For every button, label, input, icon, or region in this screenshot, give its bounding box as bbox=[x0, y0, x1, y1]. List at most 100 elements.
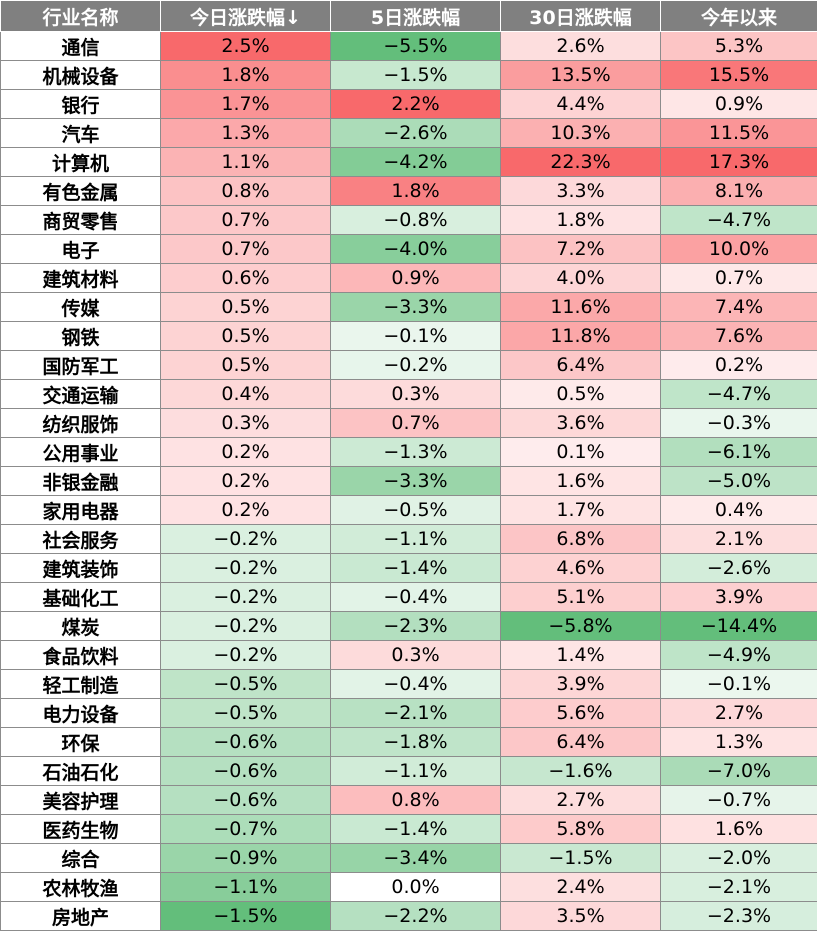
cell-ytd-change: 15.5% bbox=[661, 61, 817, 90]
cell-industry: 美容护理 bbox=[1, 786, 161, 815]
cell-industry: 通信 bbox=[1, 32, 161, 61]
cell-5day-change: −0.1% bbox=[331, 322, 501, 351]
cell-industry: 医药生物 bbox=[1, 815, 161, 844]
cell-ytd-change: −2.3% bbox=[661, 902, 817, 931]
cell-ytd-change: 0.2% bbox=[661, 351, 817, 380]
cell-industry: 非银金融 bbox=[1, 467, 161, 496]
cell-industry: 石油石化 bbox=[1, 757, 161, 786]
cell-ytd-change: 7.4% bbox=[661, 293, 817, 322]
header-5day-change[interactable]: 5日涨跌幅 bbox=[331, 1, 501, 32]
table-row: 综合−0.9%−3.4%−1.5%−2.0% bbox=[1, 844, 817, 873]
cell-30day-change: 3.3% bbox=[501, 177, 661, 206]
cell-industry: 环保 bbox=[1, 728, 161, 757]
header-today-change[interactable]: 今日涨跌幅↓ bbox=[161, 1, 331, 32]
cell-industry: 煤炭 bbox=[1, 612, 161, 641]
cell-30day-change: 22.3% bbox=[501, 148, 661, 177]
cell-5day-change: −1.5% bbox=[331, 61, 501, 90]
table-row: 医药生物−0.7%−1.4%5.8%1.6% bbox=[1, 815, 817, 844]
cell-ytd-change: 11.5% bbox=[661, 119, 817, 148]
table-row: 电力设备−0.5%−2.1%5.6%2.7% bbox=[1, 699, 817, 728]
table-row: 基础化工−0.2%−0.4%5.1%3.9% bbox=[1, 583, 817, 612]
cell-industry: 有色金属 bbox=[1, 177, 161, 206]
cell-ytd-change: −14.4% bbox=[661, 612, 817, 641]
cell-30day-change: 6.8% bbox=[501, 525, 661, 554]
cell-30day-change: 5.1% bbox=[501, 583, 661, 612]
cell-5day-change: −1.1% bbox=[331, 757, 501, 786]
cell-ytd-change: −2.1% bbox=[661, 873, 817, 902]
cell-industry: 机械设备 bbox=[1, 61, 161, 90]
cell-industry: 汽车 bbox=[1, 119, 161, 148]
cell-today-change: 0.5% bbox=[161, 293, 331, 322]
cell-industry: 公用事业 bbox=[1, 438, 161, 467]
cell-30day-change: 10.3% bbox=[501, 119, 661, 148]
cell-30day-change: 0.5% bbox=[501, 380, 661, 409]
header-ytd-change[interactable]: 今年以来 bbox=[661, 1, 817, 32]
cell-30day-change: 4.4% bbox=[501, 90, 661, 119]
cell-industry: 社会服务 bbox=[1, 525, 161, 554]
table-row: 农林牧渔−1.1%0.0%2.4%−2.1% bbox=[1, 873, 817, 902]
cell-industry: 电子 bbox=[1, 235, 161, 264]
cell-ytd-change: −2.6% bbox=[661, 554, 817, 583]
cell-5day-change: −4.0% bbox=[331, 235, 501, 264]
cell-ytd-change: −4.7% bbox=[661, 380, 817, 409]
header-30day-change[interactable]: 30日涨跌幅 bbox=[501, 1, 661, 32]
cell-today-change: −0.9% bbox=[161, 844, 331, 873]
cell-industry: 食品饮料 bbox=[1, 641, 161, 670]
cell-today-change: 0.6% bbox=[161, 264, 331, 293]
cell-5day-change: −3.4% bbox=[331, 844, 501, 873]
table-row: 石油石化−0.6%−1.1%−1.6%−7.0% bbox=[1, 757, 817, 786]
cell-30day-change: −1.6% bbox=[501, 757, 661, 786]
cell-30day-change: 4.0% bbox=[501, 264, 661, 293]
cell-5day-change: −0.5% bbox=[331, 496, 501, 525]
cell-industry: 综合 bbox=[1, 844, 161, 873]
cell-30day-change: 2.4% bbox=[501, 873, 661, 902]
cell-5day-change: −2.3% bbox=[331, 612, 501, 641]
cell-ytd-change: 7.6% bbox=[661, 322, 817, 351]
cell-5day-change: 0.9% bbox=[331, 264, 501, 293]
cell-today-change: −0.6% bbox=[161, 757, 331, 786]
cell-today-change: 0.7% bbox=[161, 235, 331, 264]
cell-5day-change: 0.7% bbox=[331, 409, 501, 438]
cell-ytd-change: −0.1% bbox=[661, 670, 817, 699]
cell-today-change: 0.7% bbox=[161, 206, 331, 235]
cell-today-change: 0.2% bbox=[161, 438, 331, 467]
cell-today-change: 0.8% bbox=[161, 177, 331, 206]
cell-today-change: −0.2% bbox=[161, 554, 331, 583]
table-row: 煤炭−0.2%−2.3%−5.8%−14.4% bbox=[1, 612, 817, 641]
cell-industry: 轻工制造 bbox=[1, 670, 161, 699]
cell-today-change: −0.5% bbox=[161, 670, 331, 699]
cell-ytd-change: 0.9% bbox=[661, 90, 817, 119]
cell-30day-change: 3.5% bbox=[501, 902, 661, 931]
table-row: 房地产−1.5%−2.2%3.5%−2.3% bbox=[1, 902, 817, 931]
cell-30day-change: 4.6% bbox=[501, 554, 661, 583]
cell-today-change: 1.3% bbox=[161, 119, 331, 148]
cell-today-change: −0.2% bbox=[161, 583, 331, 612]
cell-industry: 建筑材料 bbox=[1, 264, 161, 293]
table-row: 轻工制造−0.5%−0.4%3.9%−0.1% bbox=[1, 670, 817, 699]
cell-5day-change: −2.2% bbox=[331, 902, 501, 931]
cell-ytd-change: 8.1% bbox=[661, 177, 817, 206]
cell-5day-change: 0.0% bbox=[331, 873, 501, 902]
cell-industry: 农林牧渔 bbox=[1, 873, 161, 902]
cell-ytd-change: −0.3% bbox=[661, 409, 817, 438]
cell-industry: 交通运输 bbox=[1, 380, 161, 409]
cell-5day-change: −2.6% bbox=[331, 119, 501, 148]
cell-today-change: −0.5% bbox=[161, 699, 331, 728]
header-industry: 行业名称 bbox=[1, 1, 161, 32]
cell-today-change: 0.3% bbox=[161, 409, 331, 438]
cell-industry: 基础化工 bbox=[1, 583, 161, 612]
cell-30day-change: 5.6% bbox=[501, 699, 661, 728]
table-row: 环保−0.6%−1.8%6.4%1.3% bbox=[1, 728, 817, 757]
cell-30day-change: −1.5% bbox=[501, 844, 661, 873]
cell-30day-change: 2.7% bbox=[501, 786, 661, 815]
cell-today-change: 0.2% bbox=[161, 467, 331, 496]
cell-ytd-change: 1.3% bbox=[661, 728, 817, 757]
